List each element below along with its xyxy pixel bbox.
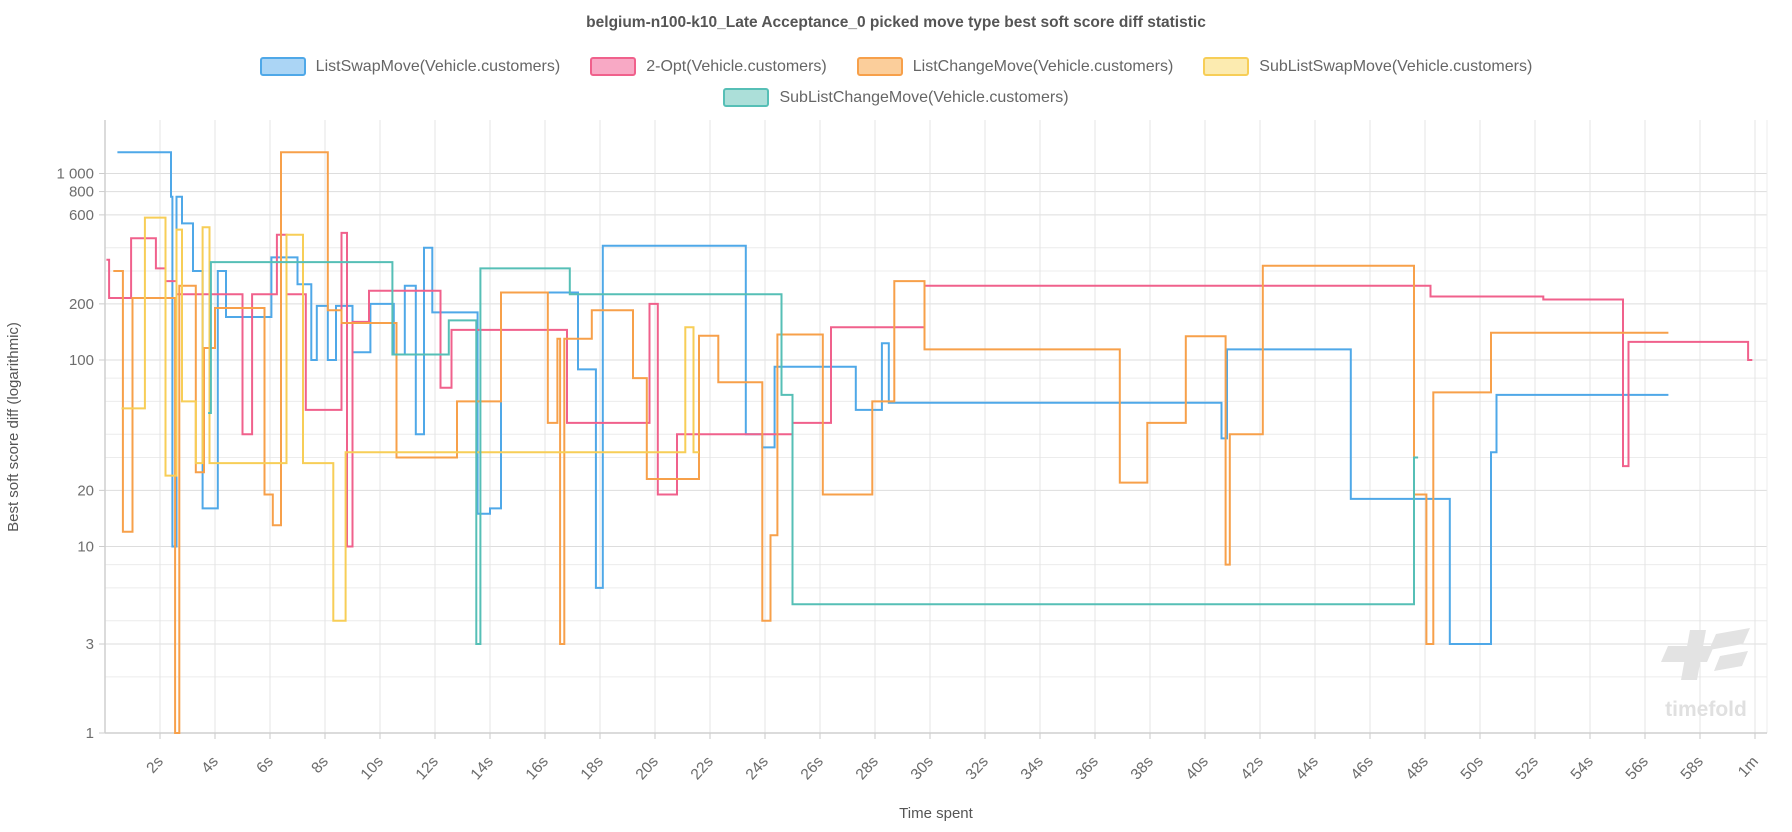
legend-item-sublistchangemove[interactable]: SubListChangeMove(Vehicle.customers) bbox=[723, 88, 1069, 107]
series-line-listswapmove bbox=[117, 151, 1669, 645]
x-tick-label: 4s bbox=[198, 753, 222, 777]
legend-swatch-icon bbox=[723, 88, 770, 107]
x-tick-label: 36s bbox=[1073, 753, 1103, 783]
x-tick-label: 20s bbox=[633, 753, 663, 783]
legend-swatch-icon bbox=[590, 57, 637, 76]
x-tick-label: 34s bbox=[1018, 753, 1048, 783]
x-tick-label: 44s bbox=[1293, 753, 1323, 783]
x-tick-label: 14s bbox=[468, 753, 498, 783]
x-tick-label: 58s bbox=[1678, 753, 1708, 783]
y-tick-label: 1 000 bbox=[56, 166, 94, 183]
legend-swatch-icon bbox=[1203, 57, 1250, 76]
legend-item-listswapmove[interactable]: ListSwapMove(Vehicle.customers) bbox=[259, 57, 561, 76]
y-tick-label: 100 bbox=[69, 352, 94, 369]
x-tick-label: 24s bbox=[743, 753, 773, 783]
page-title: belgium-n100-k10_Late Acceptance_0 picke… bbox=[586, 14, 1206, 31]
x-tick-label: 16s bbox=[523, 753, 553, 783]
legend-row-2: SubListChangeMove(Vehicle.customers) bbox=[0, 88, 1792, 107]
y-tick-label: 20 bbox=[77, 482, 94, 499]
legend-label: SubListSwapMove(Vehicle.customers) bbox=[1259, 57, 1533, 75]
y-tick-label: 1 bbox=[86, 725, 94, 742]
x-tick-label: 32s bbox=[963, 753, 993, 783]
x-tick-label: 54s bbox=[1568, 753, 1598, 783]
x-tick-label: 30s bbox=[908, 753, 938, 783]
x-tick-label: 12s bbox=[413, 753, 443, 783]
x-tick-label: 1m bbox=[1735, 753, 1762, 780]
series-line-2-opt bbox=[106, 231, 1753, 548]
legend-label: ListSwapMove(Vehicle.customers) bbox=[315, 57, 561, 75]
legend-item-sublistswapmove[interactable]: SubListSwapMove(Vehicle.customers) bbox=[1203, 57, 1532, 76]
y-tick-label: 600 bbox=[69, 207, 94, 224]
x-tick-label: 38s bbox=[1128, 753, 1158, 783]
x-tick-label: 56s bbox=[1623, 753, 1653, 783]
x-tick-label: 6s bbox=[253, 753, 277, 777]
x-tick-label: 46s bbox=[1348, 753, 1378, 783]
y-tick-label: 10 bbox=[77, 539, 94, 556]
x-tick-label: 10s bbox=[358, 753, 388, 783]
x-tick-label: 52s bbox=[1513, 753, 1543, 783]
x-tick-label: 48s bbox=[1403, 753, 1433, 783]
y-tick-label: 200 bbox=[69, 296, 94, 313]
legend-item-2-opt[interactable]: 2-Opt(Vehicle.customers) bbox=[590, 57, 827, 76]
x-tick-label: 28s bbox=[853, 753, 883, 783]
y-tick-label: 800 bbox=[69, 184, 94, 201]
x-tick-label: 40s bbox=[1183, 753, 1213, 783]
legend-label: 2-Opt(Vehicle.customers) bbox=[646, 57, 827, 75]
series-line-sublistchangemove bbox=[208, 261, 1419, 645]
x-tick-label: 26s bbox=[798, 753, 828, 783]
legend-swatch-icon bbox=[856, 57, 903, 76]
timefold-watermark: timefold bbox=[1661, 628, 1750, 721]
legend-row-1: ListSwapMove(Vehicle.customers) 2-Opt(Veh… bbox=[0, 57, 1792, 76]
x-tick-label: 50s bbox=[1458, 753, 1488, 783]
x-tick-label: 22s bbox=[688, 753, 718, 783]
y-tick-label: 3 bbox=[86, 636, 94, 653]
legend-swatch-icon bbox=[259, 57, 306, 76]
series-line-listchangemove bbox=[113, 151, 1669, 734]
legend-item-listchangemove[interactable]: ListChangeMove(Vehicle.customers) bbox=[856, 57, 1174, 76]
legend-label: ListChangeMove(Vehicle.customers) bbox=[912, 57, 1174, 75]
x-tick-label: 42s bbox=[1238, 753, 1268, 783]
y-axis-title: Best soft score diff (logarithmic) bbox=[5, 322, 22, 532]
x-tick-label: 2s bbox=[143, 753, 167, 777]
x-tick-label: 8s bbox=[308, 753, 332, 777]
legend-label: SubListChangeMove(Vehicle.customers) bbox=[779, 88, 1069, 106]
series-line-sublistswapmove bbox=[121, 216, 699, 622]
x-axis-title: Time spent bbox=[899, 805, 973, 822]
x-tick-label: 18s bbox=[578, 753, 608, 783]
watermark-text: timefold bbox=[1665, 698, 1747, 721]
